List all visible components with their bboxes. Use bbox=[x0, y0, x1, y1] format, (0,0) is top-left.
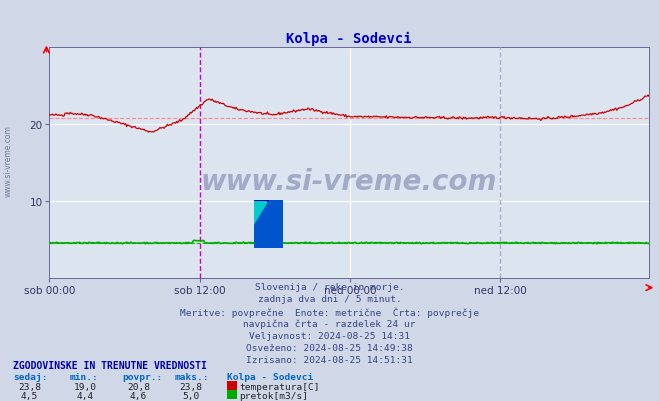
Text: Meritve: povprečne  Enote: metrične  Črta: povprečje: Meritve: povprečne Enote: metrične Črta:… bbox=[180, 307, 479, 317]
Text: Slovenija / reke in morje.: Slovenija / reke in morje. bbox=[255, 283, 404, 292]
Text: ZGODOVINSKE IN TRENUTNE VREDNOSTI: ZGODOVINSKE IN TRENUTNE VREDNOSTI bbox=[13, 360, 207, 370]
Polygon shape bbox=[254, 200, 283, 249]
Text: temperatura[C]: temperatura[C] bbox=[239, 382, 320, 391]
Text: 20,8: 20,8 bbox=[127, 382, 150, 391]
Text: 4,5: 4,5 bbox=[21, 391, 38, 400]
Polygon shape bbox=[254, 200, 283, 225]
Polygon shape bbox=[254, 200, 270, 227]
Text: 23,8: 23,8 bbox=[180, 382, 202, 391]
Polygon shape bbox=[254, 200, 283, 249]
Title: Kolpa - Sodevci: Kolpa - Sodevci bbox=[287, 31, 412, 46]
Text: zadnja dva dni / 5 minut.: zadnja dva dni / 5 minut. bbox=[258, 295, 401, 304]
Text: Veljavnost: 2024-08-25 14:31: Veljavnost: 2024-08-25 14:31 bbox=[249, 331, 410, 340]
Text: navpična črta - razdelek 24 ur: navpična črta - razdelek 24 ur bbox=[243, 319, 416, 328]
Text: www.si-vreme.com: www.si-vreme.com bbox=[201, 168, 498, 196]
Text: 4,4: 4,4 bbox=[77, 391, 94, 400]
Text: maks.:: maks.: bbox=[175, 373, 209, 381]
Text: Kolpa - Sodevci: Kolpa - Sodevci bbox=[227, 373, 314, 381]
Polygon shape bbox=[270, 200, 283, 225]
Text: Izrisano: 2024-08-25 14:51:31: Izrisano: 2024-08-25 14:51:31 bbox=[246, 355, 413, 364]
Text: 23,8: 23,8 bbox=[18, 382, 41, 391]
Text: min.:: min.: bbox=[69, 373, 98, 381]
Text: pretok[m3/s]: pretok[m3/s] bbox=[239, 391, 308, 400]
Text: Osveženo: 2024-08-25 14:49:38: Osveženo: 2024-08-25 14:49:38 bbox=[246, 343, 413, 352]
Text: 19,0: 19,0 bbox=[74, 382, 97, 391]
Text: www.si-vreme.com: www.si-vreme.com bbox=[3, 125, 13, 196]
Text: 4,6: 4,6 bbox=[130, 391, 147, 400]
Text: povpr.:: povpr.: bbox=[122, 373, 162, 381]
Text: sedaj:: sedaj: bbox=[13, 373, 47, 381]
Text: 5,0: 5,0 bbox=[183, 391, 200, 400]
